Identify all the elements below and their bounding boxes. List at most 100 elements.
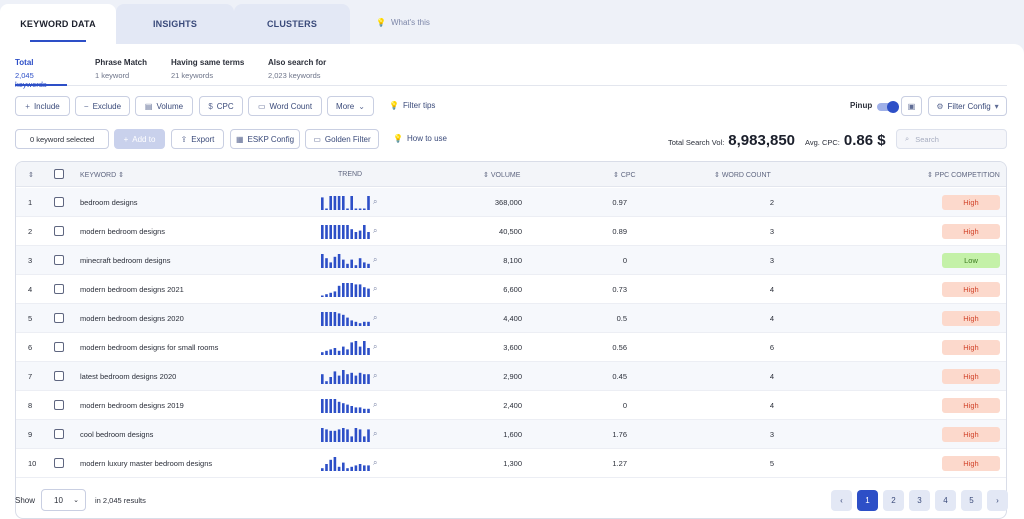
page-size-select[interactable]: 10 ⌄ — [41, 489, 86, 511]
whats-this-link[interactable]: 💡 What's this — [376, 18, 430, 27]
ppc-competition-column-header[interactable]: ⇕ PPC COMPETITION — [927, 171, 1000, 179]
golden-filter-button[interactable]: ▭ Golden Filter — [305, 129, 379, 149]
search-icon[interactable]: ⌕ — [373, 226, 378, 235]
trend-bar — [346, 429, 349, 442]
subtab-total[interactable]: Total 2,045 keywords — [15, 58, 67, 89]
word-count-cell: 3 — [769, 227, 774, 236]
table-row[interactable]: 5 modern bedroom designs 2020 ⌕ 4,400 0.5 4 Hi… — [16, 304, 1006, 333]
search-icon[interactable]: ⌕ — [373, 313, 378, 322]
tab-clusters[interactable]: CLUSTERS — [234, 4, 350, 44]
row-checkbox[interactable] — [54, 313, 64, 323]
table-row[interactable]: 4 modern bedroom designs 2021 ⌕ 6,600 0.73 4 H… — [16, 275, 1006, 304]
row-number: 6 — [28, 343, 33, 352]
keyword-column-header[interactable]: KEYWORD ⇕ — [80, 171, 124, 179]
subtab-phrase-match[interactable]: Phrase Match 1 keyword — [95, 58, 147, 80]
word-count-filter-button[interactable]: ▭ Word Count — [248, 96, 322, 116]
search-icon[interactable]: ⌕ — [373, 400, 378, 409]
search-icon[interactable]: ⌕ — [373, 458, 378, 467]
trend-bar — [354, 341, 358, 355]
page-button-1[interactable]: 1 — [857, 490, 878, 511]
trend-bar — [329, 292, 332, 297]
table-row[interactable]: 3 minecraft bedroom designs ⌕ 8,100 0 3 Low — [16, 246, 1006, 275]
keyword-cell[interactable]: modern luxury master bedroom designs — [80, 459, 213, 468]
trend-bar — [363, 436, 366, 442]
how-to-use-link[interactable]: 💡 How to use — [393, 134, 447, 143]
trend-bar — [363, 408, 366, 413]
keyword-cell[interactable]: modern bedroom designs for small rooms — [80, 343, 219, 352]
select-all-checkbox[interactable] — [54, 169, 64, 179]
table-row[interactable]: 6 modern bedroom designs for small rooms ⌕… — [16, 333, 1006, 362]
keyword-cell[interactable]: minecraft bedroom designs — [80, 256, 171, 265]
keyword-cell[interactable]: bedroom designs — [80, 198, 138, 207]
row-checkbox[interactable] — [54, 342, 64, 352]
page-button-4[interactable]: 4 — [935, 490, 956, 511]
table-row[interactable]: 1 bedroom designs ⌕ 368,000 0.97 2 High — [16, 188, 1006, 217]
cpc-column-header[interactable]: ⇕ CPC — [613, 171, 636, 179]
search-icon[interactable]: ⌕ — [373, 429, 378, 438]
search-icon[interactable]: ⌕ — [373, 255, 378, 264]
volume-column-header[interactable]: ⇕ VOLUME — [483, 171, 520, 179]
trend-bar — [358, 407, 362, 413]
tab-insights[interactable]: INSIGHTS — [116, 4, 234, 44]
table-row[interactable]: 7 latest bedroom designs 2020 ⌕ 2,900 0.45 4 H… — [16, 362, 1006, 391]
search-icon[interactable]: ⌕ — [373, 284, 378, 293]
row-checkbox[interactable] — [54, 226, 64, 236]
filter-tips-link[interactable]: 💡 Filter tips — [389, 101, 435, 110]
more-filters-button[interactable]: More ⌄ — [327, 96, 374, 116]
volume-filter-button[interactable]: ▤ Volume — [135, 96, 193, 116]
search-icon[interactable]: ⌕ — [373, 197, 378, 206]
row-checkbox[interactable] — [54, 255, 64, 265]
sort-icon[interactable]: ⇕ — [28, 172, 34, 179]
subtab-count: 1 keyword — [95, 71, 130, 80]
row-checkbox[interactable] — [54, 400, 64, 410]
row-checkbox[interactable] — [54, 284, 64, 294]
row-checkbox[interactable] — [54, 197, 64, 207]
cpc-cell: 0.56 — [612, 343, 627, 352]
tab-keyword-data[interactable]: KEYWORD DATA — [0, 4, 116, 44]
eskp-config-button[interactable]: ▦ ESKP Config — [230, 129, 300, 149]
sort-icon: ⇕ — [483, 172, 489, 179]
search-icon[interactable]: ⌕ — [373, 371, 378, 380]
word-count-column-header[interactable]: ⇕ WORD COUNT — [714, 171, 771, 179]
row-checkbox[interactable] — [54, 371, 64, 381]
button-label: Word Count — [269, 101, 313, 111]
trend-bar — [325, 258, 328, 268]
keyword-cell[interactable]: modern bedroom designs 2021 — [80, 285, 184, 294]
search-icon[interactable]: ⌕ — [373, 342, 378, 351]
keyword-cell[interactable]: latest bedroom designs 2020 — [80, 372, 177, 381]
trend-bar — [363, 465, 366, 471]
page-button-2[interactable]: 2 — [883, 490, 904, 511]
next-page-button[interactable]: › — [987, 490, 1008, 511]
selected-count-field: 0 keyword selected — [15, 129, 109, 149]
exclude-filter-button[interactable]: − Exclude — [75, 96, 130, 116]
trend-bar — [325, 225, 328, 239]
keyword-cell[interactable]: modern bedroom designs 2019 — [80, 401, 184, 410]
layout-button[interactable]: ▣ — [901, 96, 922, 116]
keyword-cell[interactable]: modern bedroom designs — [80, 227, 166, 236]
trend-bar — [350, 320, 353, 326]
page-button-5[interactable]: 5 — [961, 490, 982, 511]
keyword-cell[interactable]: cool bedroom designs — [80, 430, 154, 439]
row-checkbox[interactable] — [54, 458, 64, 468]
table-row[interactable]: 8 modern bedroom designs 2019 ⌕ 2,400 0 4 High — [16, 391, 1006, 420]
chevron-down-icon: ⌄ — [358, 101, 365, 111]
export-button[interactable]: ⇪ Export — [171, 129, 224, 149]
trend-bar — [363, 287, 366, 297]
subtab-also-search-for[interactable]: Also search for 2,023 keywords — [268, 58, 326, 80]
trend-bar — [354, 407, 358, 413]
subtab-same-terms[interactable]: Having same terms 21 keywords — [171, 58, 244, 80]
keyword-cell[interactable]: modern bedroom designs 2020 — [80, 314, 184, 323]
include-filter-button[interactable]: + Include — [15, 96, 70, 116]
cpc-filter-button[interactable]: $ CPC — [199, 96, 243, 116]
table-row[interactable]: 2 modern bedroom designs ⌕ 40,500 0.89 3 High — [16, 217, 1006, 246]
filter-config-button[interactable]: ⚙ Filter Config ▾ — [928, 96, 1007, 116]
page-button-3[interactable]: 3 — [909, 490, 930, 511]
table-row[interactable]: 10 modern luxury master bedroom designs ⌕ 1… — [16, 449, 1006, 478]
trend-bar — [325, 429, 328, 442]
pinup-toggle[interactable] — [877, 101, 899, 113]
table-row[interactable]: 9 cool bedroom designs ⌕ 1,600 1.76 3 High — [16, 420, 1006, 449]
prev-page-button[interactable]: ‹ — [831, 490, 852, 511]
add-to-button[interactable]: + Add to — [114, 129, 165, 149]
row-checkbox[interactable] — [54, 429, 64, 439]
search-input[interactable]: ⌕ Search — [896, 129, 1007, 149]
